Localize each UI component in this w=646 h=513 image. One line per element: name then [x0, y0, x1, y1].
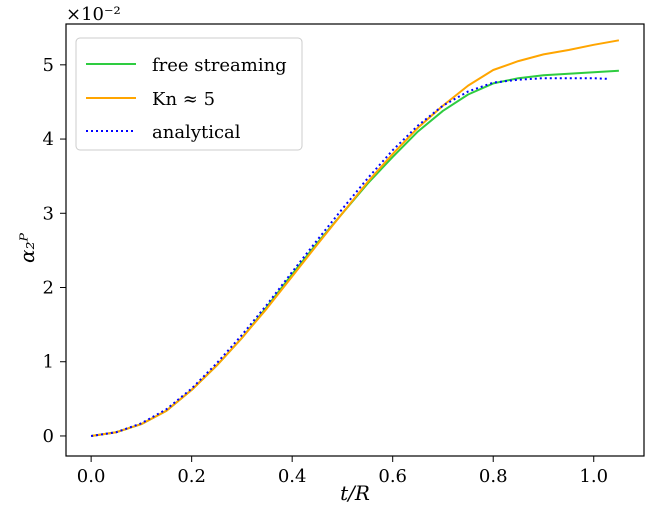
x-axis-label: t/R — [340, 481, 370, 505]
plot-frame — [65, 23, 645, 457]
x-tick-label: 0.0 — [77, 466, 106, 487]
x-axis-ticks: 0.0 0.2 0.4 0.6 0.8 1.0 — [77, 456, 608, 487]
legend-box — [75, 37, 303, 151]
y-tick-label: 2 — [43, 278, 54, 299]
x-tick-label: 1.0 — [579, 466, 608, 487]
y-tick-label: 0 — [43, 426, 54, 447]
series-lines — [90, 39, 620, 437]
y-tick-label: 3 — [43, 203, 54, 224]
x-tick-label: 0.6 — [378, 466, 407, 487]
y-tick-label: 4 — [43, 129, 54, 150]
series-line-kn — [90, 39, 620, 437]
legend-label-free-streaming: free streaming — [152, 55, 287, 76]
series-line-analytical — [90, 77, 609, 437]
y-tick-label: 1 — [43, 352, 54, 373]
y-scale-label: ×10⁻² — [66, 4, 121, 25]
y-axis-ticks: 0 1 2 3 4 5 — [43, 55, 66, 447]
legend-label-kn: Kn ≈ 5 — [152, 89, 215, 110]
legend-label-analytical: analytical — [152, 122, 241, 143]
legend: free streaming Kn ≈ 5 analytical — [75, 37, 303, 151]
x-tick-label: 0.8 — [479, 466, 508, 487]
x-tick-label: 0.2 — [177, 466, 206, 487]
y-tick-label: 5 — [43, 55, 54, 76]
x-tick-label: 0.4 — [278, 466, 307, 487]
y-axis-label: α₂ᴾ — [15, 232, 39, 263]
